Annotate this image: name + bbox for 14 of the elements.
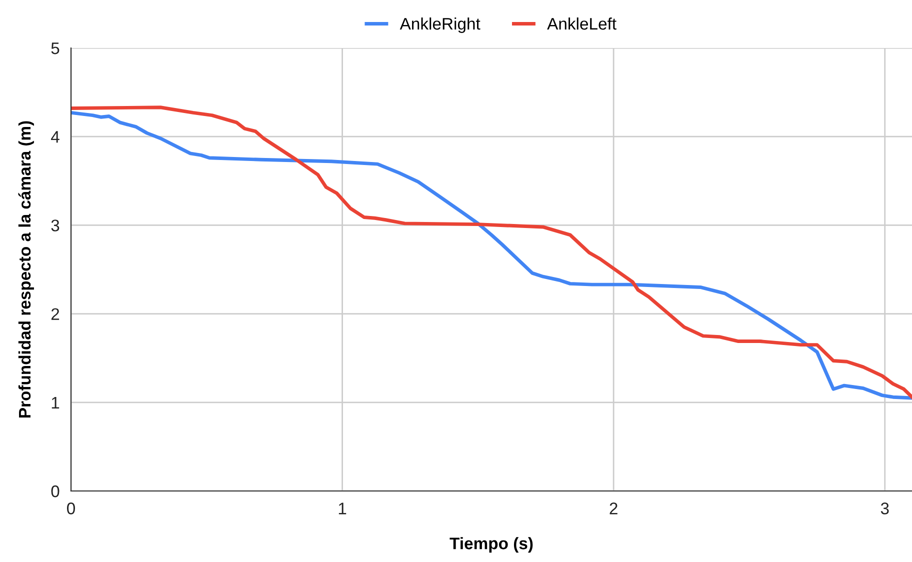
- y-tick-label: 4: [51, 131, 60, 143]
- y-axis-title: Profundidad respecto a la cámara (m): [18, 121, 34, 418]
- y-tick-label: 0: [51, 485, 60, 498]
- x-tick-label: 3: [880, 502, 889, 514]
- x-tick-label: 1: [338, 502, 346, 514]
- x-axis-title: Tiempo (s): [450, 537, 533, 553]
- legend-label: AnkleRight: [400, 17, 480, 33]
- y-tick-label: 2: [51, 308, 60, 320]
- y-tick-label: 5: [51, 42, 60, 54]
- x-tick-label: 0: [67, 502, 75, 514]
- y-tick-label: 1: [52, 396, 60, 408]
- legend-label: AnkleLeft: [547, 17, 616, 30]
- y-tick-label: 3: [51, 220, 60, 232]
- x-tick-label: 2: [610, 502, 618, 514]
